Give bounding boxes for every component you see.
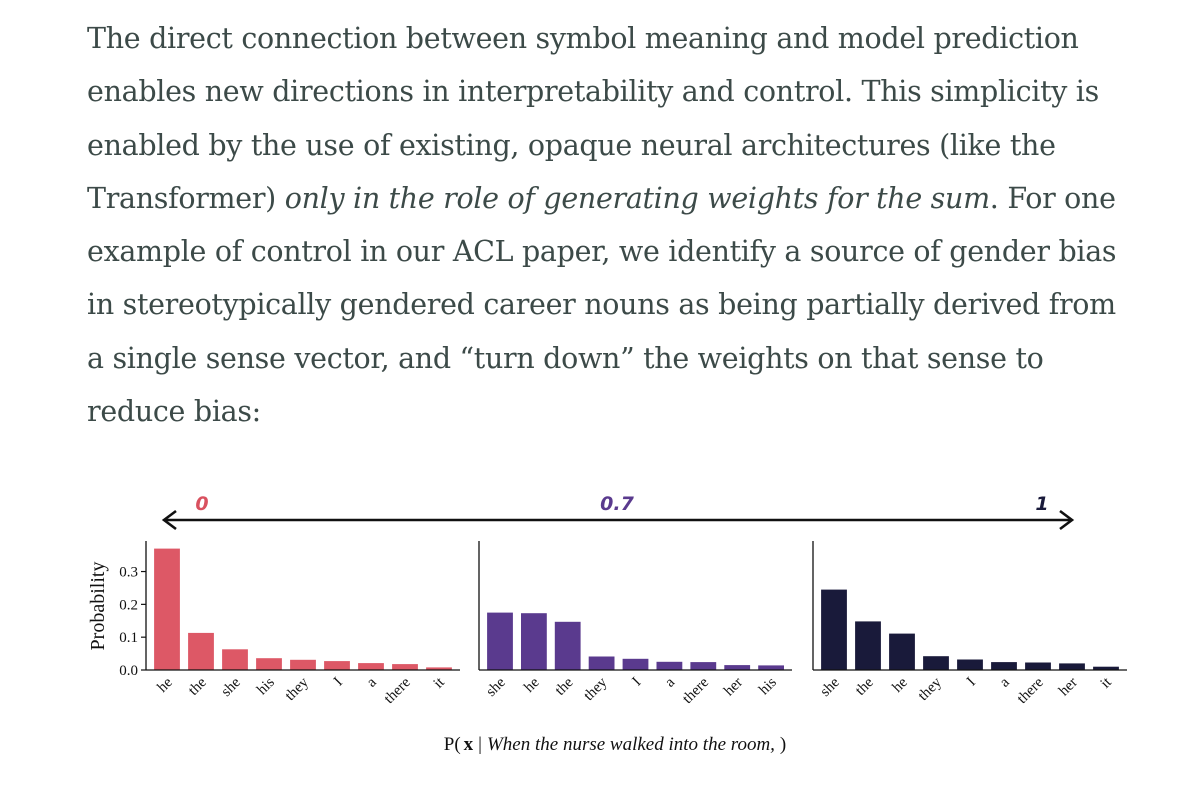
x-tick-label: it [1098,674,1116,692]
y-tick-label: 0.2 [119,597,138,613]
x-tick-label: his [254,674,278,698]
bar-I [622,658,649,670]
bar-he [521,613,547,670]
bar-it [426,667,452,670]
x-tick-label: her [1056,675,1081,700]
x-tick-label: they [581,674,611,704]
scale-arrow [161,509,1075,531]
caption-prefix: P( [444,734,461,755]
x-tick-label: I [331,675,346,690]
figure-caption: P(x | When the nurse walked into the room,… [444,734,787,755]
bar-there [392,664,418,670]
y-tick-label: 0.3 [119,565,138,581]
x-tick-label: he [521,674,543,696]
bar-a [358,663,384,670]
x-tick-label: a [364,674,380,690]
bar-his [256,658,282,670]
x-tick-label: there [1014,674,1047,707]
x-tick-label: there [381,674,414,707]
x-tick-label: they [915,674,945,704]
bar-her [724,665,751,670]
bar-there [690,662,717,670]
bar-he [889,633,915,670]
x-tick-label: he [889,674,911,696]
bar-the [188,632,214,670]
caption-suffix: ) [780,734,786,755]
bar-they [290,659,316,670]
x-tick-label: the [853,674,878,699]
bar-her [1059,663,1085,670]
bar-his [758,665,784,670]
bar-they [923,656,949,670]
x-tick-label: her [721,675,746,700]
x-tick-label: she [817,674,843,700]
x-tick-label: a [997,674,1013,690]
bar-the [554,621,581,670]
bar-the [855,621,881,670]
bar-a [991,662,1017,670]
x-tick-label: the [186,674,211,699]
x-tick-label: I [629,675,644,690]
bar-she [222,649,248,670]
y-tick-label: 0.0 [119,663,138,679]
x-tick-label: she [483,674,509,700]
scale-arrow-left-head [161,509,177,531]
x-tick-label: he [154,674,176,696]
paragraph-text-1: The direct connection between symbol mea… [87,22,1099,215]
caption-separator: | [478,734,482,755]
bar-she [821,589,847,670]
bar-I [324,661,350,670]
bar-he [154,548,180,670]
scale-label-0: 0 [195,493,208,515]
bar-a [656,661,683,670]
caption-variable: x [464,734,474,755]
body-paragraph: The direct connection between symbol mea… [87,12,1127,438]
x-tick-label: they [282,674,312,704]
scale-arrow-right-head [1059,509,1075,531]
scale-label-0-7: 0.7 [600,493,634,515]
x-tick-label: the [552,674,577,699]
bar-there [1025,662,1051,670]
x-tick-label: there [680,674,713,707]
bar-it [1093,666,1119,670]
bar-they [588,656,615,670]
y-axis-label: Probability [87,562,109,651]
paragraph-emphasis: only in the role of generating weights f… [284,181,990,215]
paragraph-text-2: . For one example of control in our ACL … [87,181,1117,429]
bar-I [957,659,983,670]
y-tick-label: 0.1 [119,630,138,646]
caption-condition: When the nurse walked into the room, [487,734,775,755]
x-tick-label: she [218,674,244,700]
x-tick-label: I [964,675,979,690]
x-tick-label: a [662,674,678,690]
x-tick-label: it [431,674,449,692]
x-tick-label: his [756,674,780,698]
scale-label-1: 1 [1035,493,1048,515]
bar-she [487,612,513,670]
